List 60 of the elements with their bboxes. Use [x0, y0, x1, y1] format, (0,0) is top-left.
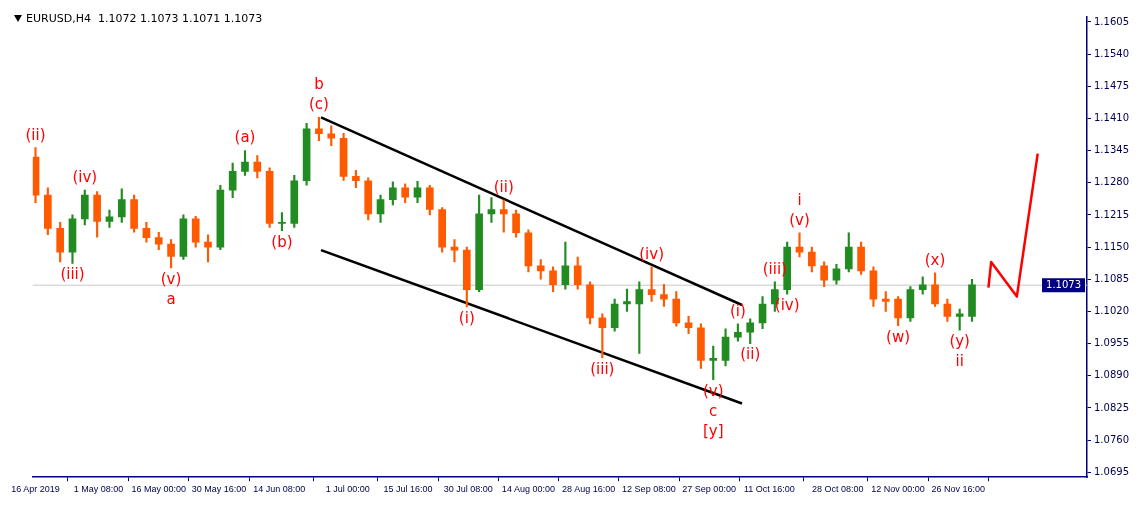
annotation: (v)	[160, 269, 182, 288]
candlestick	[278, 212, 286, 232]
x-tick-label: 14 Jun 08:00	[253, 484, 306, 495]
annotation: (ii)	[25, 125, 46, 144]
annotation: (iii)	[60, 265, 85, 284]
x-tick-label: 30 Jul 08:00	[443, 484, 493, 495]
annotation: (c)	[308, 95, 329, 114]
x-tick-label: 1 May 08:00	[73, 484, 124, 495]
annotation: i	[797, 190, 802, 209]
x-tick-label: 14 Aug 00:00	[501, 484, 555, 495]
y-tick-label: 1.1345	[1094, 144, 1130, 156]
y-tick-label: 1.1085	[1094, 272, 1130, 284]
y-tick-label: 1.1020	[1094, 305, 1130, 317]
annotation: (ii)	[493, 177, 514, 196]
annotation: (y)	[949, 332, 970, 351]
y-tick-label: 1.1150	[1094, 240, 1130, 252]
y-tick-label: 1.1475	[1094, 79, 1130, 91]
x-tick-label: 11 Oct 16:00	[743, 484, 795, 495]
x-tick-label: 15 Jul 16:00	[383, 484, 433, 495]
annotation: (i)	[458, 308, 475, 327]
annotation: a	[166, 289, 176, 308]
y-tick-label: 1.1280	[1094, 176, 1130, 188]
annotation: (i)	[729, 301, 746, 320]
annotation: (iv)	[639, 244, 664, 263]
x-tick-label: 28 Aug 16:00	[562, 484, 616, 495]
candlestick	[709, 345, 718, 381]
annotation: [y]	[702, 421, 724, 440]
chart-title: EURUSD,H4 1.1072 1.1073 1.1071 1.1073	[26, 12, 263, 25]
y-tick-label: 1.1540	[1094, 47, 1130, 59]
candlestick	[327, 125, 336, 146]
annotation: (iii)	[590, 359, 615, 378]
y-tick-label: 1.0825	[1094, 401, 1130, 413]
annotation: (w)	[886, 327, 911, 346]
x-tick-label: 12 Nov 00:00	[871, 484, 925, 495]
y-tick-label: 1.1215	[1094, 208, 1130, 220]
annotation: (a)	[234, 128, 256, 147]
y-tick-label: 1.0760	[1094, 433, 1130, 445]
y-tick-label: 1.0955	[1094, 337, 1130, 349]
annotation: c	[709, 401, 718, 420]
x-tick-label: 16 May 00:00	[131, 484, 187, 495]
x-tick-label: 26 Nov 16:00	[931, 484, 986, 495]
y-tick-label: 1.1410	[1094, 112, 1130, 124]
x-tick-label: 1 Jul 00:00	[325, 484, 370, 495]
annotation: (v)	[789, 210, 810, 229]
annotation: (ii)	[740, 345, 761, 364]
ref-line-label: 1.1073	[1046, 278, 1082, 290]
annotation: (iv)	[774, 296, 800, 314]
x-tick-label: 30 May 16:00	[191, 484, 247, 495]
x-tick-label: 27 Sep 00:00	[682, 484, 736, 495]
y-tick-label: 1.0890	[1094, 369, 1130, 381]
x-tick-label: 16 Apr 2019	[11, 484, 60, 495]
annotation: (iv)	[72, 168, 98, 187]
annotation: ii	[955, 352, 964, 371]
x-tick-label: 28 Oct 08:00	[812, 484, 864, 495]
annotation: (x)	[924, 250, 946, 269]
annotation: (b)	[271, 232, 293, 251]
annotation: b	[314, 75, 324, 94]
y-tick-label: 1.0695	[1094, 465, 1130, 477]
y-tick-label: 1.1605	[1094, 15, 1130, 27]
x-tick-label: 12 Sep 08:00	[622, 484, 676, 495]
